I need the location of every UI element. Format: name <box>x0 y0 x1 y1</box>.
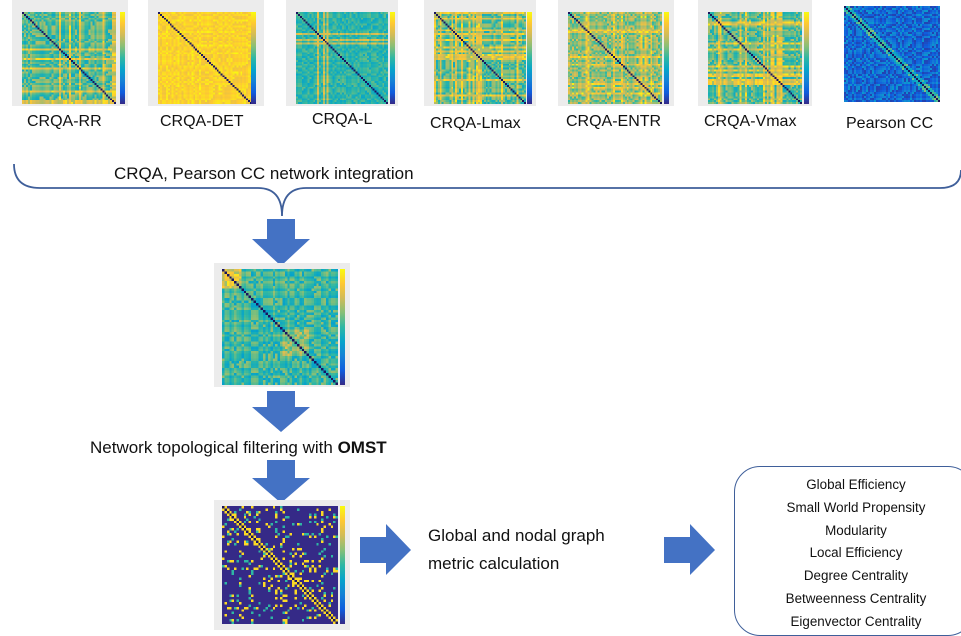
colorbar <box>527 12 532 104</box>
heatmap-crqa-det <box>158 12 252 104</box>
integrated-matrix-panel <box>214 263 350 387</box>
metric-item: Betweenness Centrality <box>756 588 956 611</box>
label-crqa-vmax: CRQA-Vmax <box>704 113 796 131</box>
heatmap-omst <box>222 506 338 624</box>
heatmap-crqa-entr <box>568 12 662 104</box>
metric-item: Degree Centrality <box>756 565 956 588</box>
colorbar <box>340 269 345 385</box>
heatmap-crqa-lmax <box>434 12 526 104</box>
omst-matrix-panel <box>214 500 350 630</box>
matrix-panel-crqa-vmax <box>698 0 812 106</box>
metric-step-line1: Global and nodal graph <box>428 526 605 546</box>
colorbar <box>664 12 669 104</box>
colorbar <box>120 12 125 104</box>
label-crqa-lmax: CRQA-Lmax <box>430 115 521 133</box>
integration-label: CRQA, Pearson CC network integration <box>114 164 414 184</box>
down-arrow-icon <box>250 391 312 433</box>
matrix-panel-crqa-lmax <box>424 0 536 106</box>
matrix-panel-crqa-entr <box>558 0 674 106</box>
metric-item: Modularity <box>756 520 956 543</box>
colorbar <box>340 506 345 624</box>
matrix-panel-crqa-l <box>286 0 398 106</box>
filtering-label-text: Network topological filtering with <box>90 438 338 457</box>
metric-item: Eigenvector Centrality <box>756 611 956 634</box>
heatmap-crqa-vmax <box>708 12 802 104</box>
filtering-label: Network topological filtering with OMST <box>90 438 387 458</box>
colorbar <box>390 12 395 104</box>
matrix-panel-crqa-rr <box>12 0 128 106</box>
heatmap-crqa-rr <box>22 12 116 104</box>
heatmap-pearson-cc <box>844 6 940 102</box>
metrics-list: Global Efficiency Small World Propensity… <box>756 474 956 634</box>
label-crqa-det: CRQA-DET <box>160 113 244 131</box>
label-pearson-cc: Pearson CC <box>846 115 933 133</box>
curly-brace <box>0 150 961 222</box>
colorbar <box>251 12 256 104</box>
colorbar <box>804 12 809 104</box>
label-crqa-l: CRQA-L <box>312 111 372 129</box>
filtering-method: OMST <box>338 438 387 457</box>
down-arrow-icon <box>250 219 312 267</box>
label-crqa-entr: CRQA-ENTR <box>566 113 661 131</box>
down-arrow-icon <box>250 460 312 504</box>
matrix-panel-crqa-det <box>148 0 264 106</box>
metric-step-line2: metric calculation <box>428 554 559 574</box>
heatmap-crqa-l <box>296 12 388 104</box>
metric-item: Local Efficiency <box>756 542 956 565</box>
metric-item: Global Efficiency <box>756 474 956 497</box>
right-arrow-icon <box>360 524 412 576</box>
label-crqa-rr: CRQA-RR <box>27 113 102 131</box>
heatmap-integrated <box>222 269 338 385</box>
right-arrow-icon <box>664 524 716 576</box>
metric-item: Small World Propensity <box>756 497 956 520</box>
